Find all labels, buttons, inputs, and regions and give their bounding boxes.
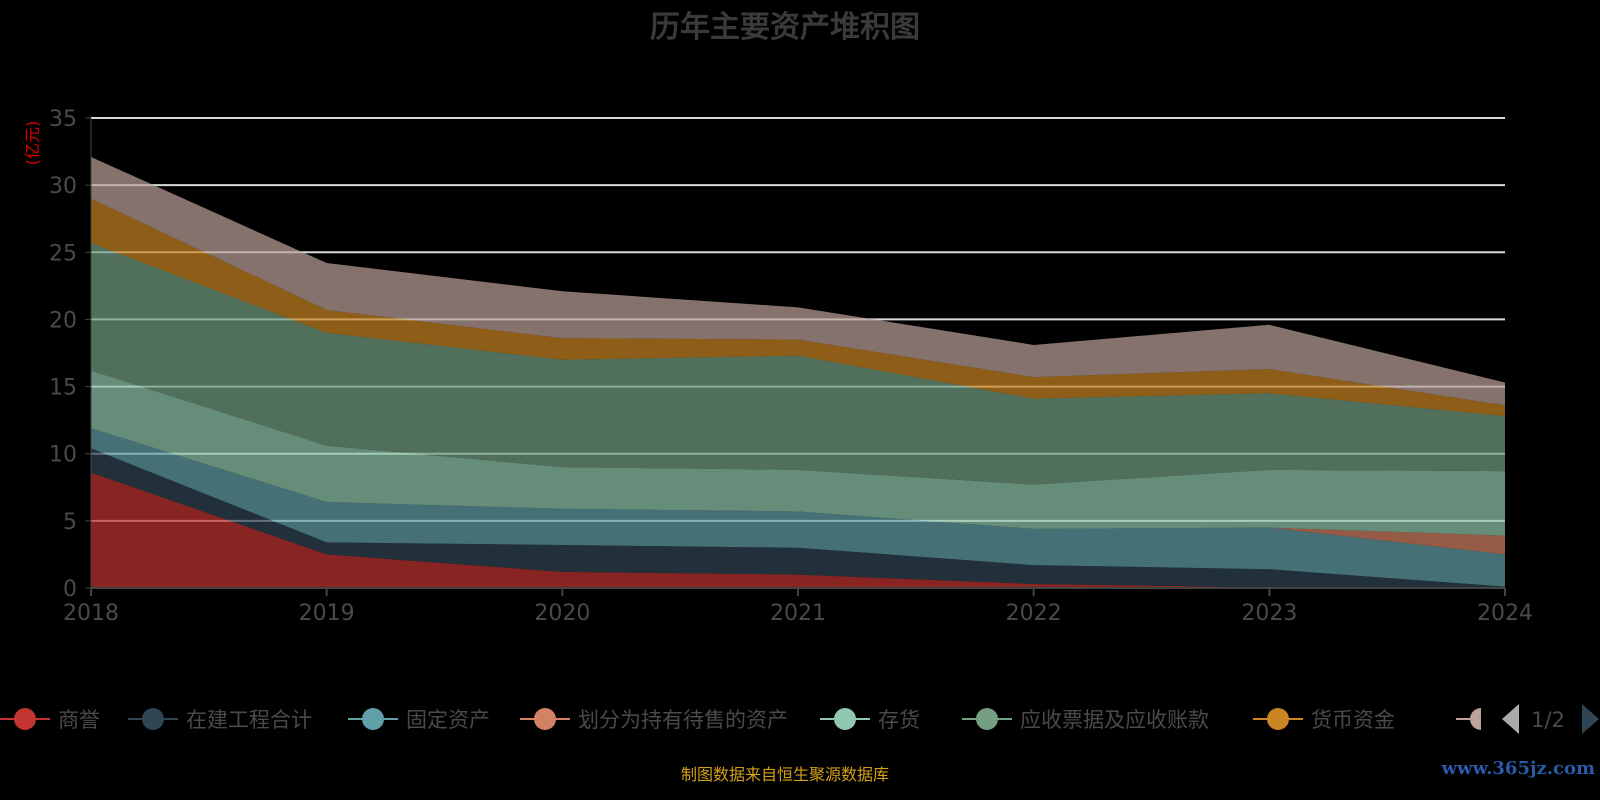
area-series-5 — [91, 242, 1505, 485]
legend-item-5[interactable]: 应收票据及应收账款 — [962, 708, 1209, 732]
y-tick-label: 30 — [49, 174, 77, 199]
legend-page-indicator: 1/2 — [1531, 708, 1565, 732]
chart-title: 历年主要资产堆积图 — [650, 10, 920, 45]
legend-next-page-icon[interactable] — [1582, 704, 1599, 734]
y-tick-label: 25 — [49, 241, 77, 266]
y-tick-label: 20 — [49, 308, 77, 333]
legend-circle-icon — [362, 708, 384, 730]
legend-item-4[interactable]: 存货 — [820, 708, 920, 732]
legend-circle-icon — [1470, 708, 1481, 730]
y-axis-unit: (亿元) — [23, 121, 42, 166]
x-tick-label: 2020 — [534, 601, 590, 626]
x-tick-label: 2021 — [770, 601, 826, 626]
legend-circle-icon — [834, 708, 856, 730]
legend-label: 固定资产 — [406, 708, 490, 732]
legend-item-7[interactable] — [1456, 708, 1481, 730]
x-tick-label: 2018 — [63, 601, 119, 626]
legend-circle-icon — [142, 708, 164, 730]
legend-circle-icon — [534, 708, 556, 730]
legend-label: 在建工程合计 — [186, 708, 312, 732]
legend-item-2[interactable]: 固定资产 — [348, 708, 490, 732]
y-tick-label: 5 — [63, 510, 77, 535]
area-series-7 — [91, 156, 1505, 406]
area-series-0 — [91, 472, 1505, 588]
y-tick-label: 15 — [49, 376, 77, 401]
legend-label: 划分为持有待售的资产 — [578, 708, 788, 732]
legend-item-3[interactable]: 划分为持有待售的资产 — [520, 708, 788, 732]
area-series-1 — [91, 448, 1505, 588]
legend-label: 商誉 — [58, 708, 100, 732]
source-note: 制图数据来自恒生聚源数据库 — [681, 765, 889, 784]
legend-label: 货币资金 — [1311, 708, 1395, 732]
area-series-4 — [91, 370, 1505, 536]
watermark: www.365jz.com — [1440, 758, 1595, 779]
x-tick-label: 2023 — [1241, 601, 1297, 626]
area-series-2 — [91, 428, 1505, 587]
y-tick-label: 10 — [49, 443, 77, 468]
legend-circle-icon — [1267, 708, 1289, 730]
legend-circle-icon — [976, 708, 998, 730]
legend-label: 应收票据及应收账款 — [1020, 708, 1209, 732]
legend-prev-page-icon[interactable] — [1502, 704, 1519, 734]
legend-item-0[interactable]: 商誉 — [0, 708, 100, 732]
y-tick-label: 35 — [49, 107, 77, 132]
legend-label: 存货 — [878, 708, 920, 732]
legend-circle-icon — [14, 708, 36, 730]
legend-item-1[interactable]: 在建工程合计 — [128, 708, 312, 732]
x-tick-label: 2019 — [299, 601, 355, 626]
legend-item-6[interactable]: 货币资金 — [1253, 708, 1395, 732]
x-tick-label: 2022 — [1006, 601, 1062, 626]
area-series-6 — [91, 198, 1505, 417]
y-tick-label: 0 — [63, 577, 77, 602]
x-tick-label: 2024 — [1477, 601, 1533, 626]
